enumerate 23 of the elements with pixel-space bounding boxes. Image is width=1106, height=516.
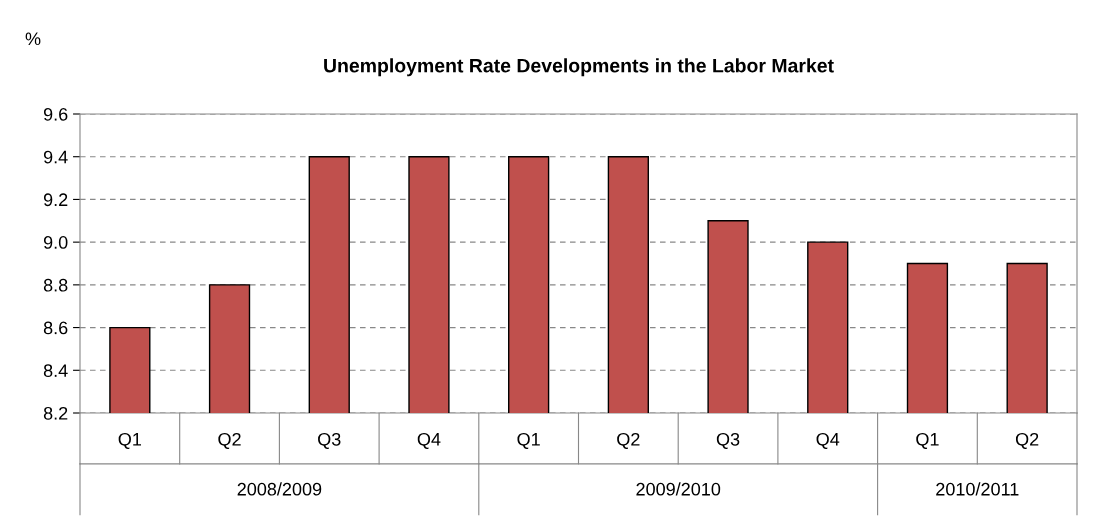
y-tick-label: 9.6 [43, 107, 68, 121]
x-tick-label: Q1 [517, 432, 540, 449]
x-tick-label: Q1 [118, 432, 142, 449]
text: 2010/2011 [936, 482, 1019, 496]
y-tick-label: 8.4 [43, 364, 68, 378]
x-tick-label: Q3 [716, 432, 740, 449]
x-tick-label: Q4 [816, 432, 840, 449]
y-tick-label: 9.0 [43, 236, 68, 249]
x-tick-label: Q2 [218, 432, 241, 449]
y-tick-label: 8.6 [43, 321, 68, 335]
y-tick-label: 9.2 [43, 193, 68, 207]
x-tick-label: Q3 [318, 432, 341, 449]
text: 2008/2009 [237, 482, 322, 496]
x-tick-label: Q4 [417, 432, 441, 449]
x-tick-label: Q1 [916, 432, 939, 449]
x-tick-label: Q2 [617, 432, 640, 449]
y-axis-title: % [25, 32, 41, 46]
text: 2009/2010 [636, 482, 721, 496]
y-tick-label: 8.2 [43, 406, 68, 420]
x-tick-label: Q2 [1015, 432, 1039, 449]
y-tick-label: 9.4 [43, 150, 68, 164]
chart-title: Unemployment Rate Developments in the Labor Market [324, 58, 834, 77]
y-tick-label: 8.8 [43, 278, 68, 292]
